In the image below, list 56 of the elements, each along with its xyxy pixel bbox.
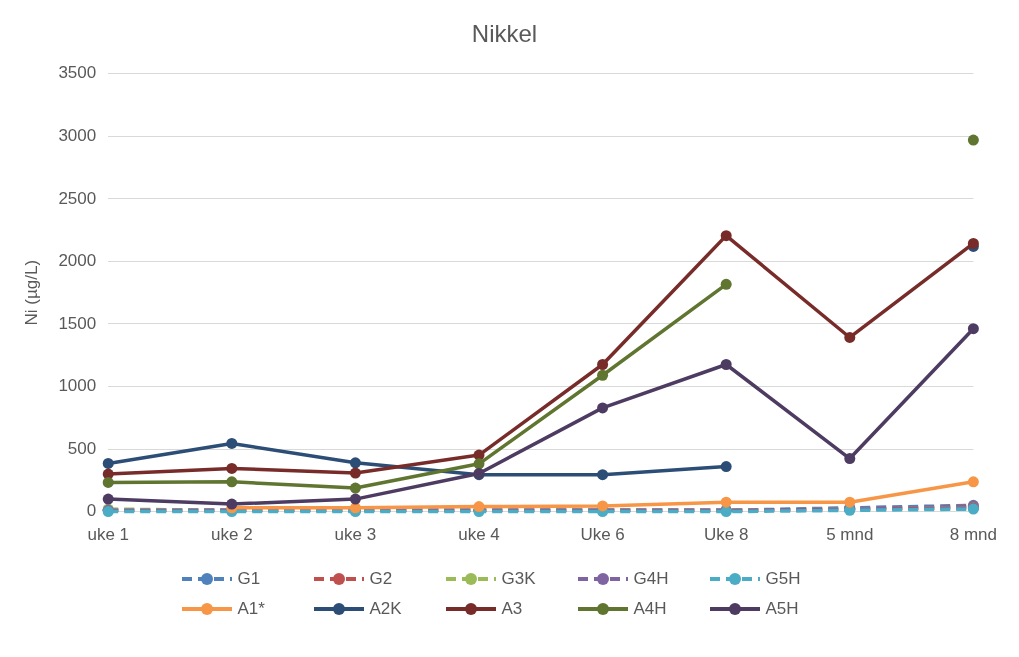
point [102, 493, 114, 505]
x-tick-label: uke 1 [87, 525, 130, 545]
point [844, 496, 856, 508]
point [226, 437, 238, 449]
legend-label: A5H [765, 599, 799, 619]
point [720, 461, 732, 473]
point [473, 458, 485, 470]
legend-label: A3 [501, 599, 523, 619]
y-tick-label: 0 [86, 501, 97, 521]
point [349, 457, 361, 469]
legend-label: G4H [633, 569, 669, 589]
point [720, 230, 732, 242]
point [102, 476, 114, 488]
point [967, 134, 979, 146]
x-tick-label: uke 4 [458, 525, 500, 545]
point [226, 498, 238, 510]
y-tick-label: 2000 [58, 251, 97, 271]
legend-label: A1* [237, 599, 265, 619]
legend-label: G5H [765, 569, 801, 589]
x-tick-label: uke 2 [211, 525, 253, 545]
point [967, 323, 979, 335]
y-tick-label: 3000 [58, 126, 97, 146]
legend-label: A2K [369, 599, 402, 619]
chart-title: Nikkel [471, 20, 538, 48]
legend-label: G2 [369, 569, 393, 589]
point [597, 402, 609, 414]
point [226, 462, 238, 474]
point [844, 453, 856, 465]
x-tick-label: Uke 6 [580, 525, 625, 545]
y-axis-title: Ni (µg/L) [21, 259, 41, 326]
legend-label: A4H [633, 599, 667, 619]
point [720, 496, 732, 508]
y-tick-label: 1500 [58, 313, 97, 333]
point [597, 359, 609, 370]
y-tick-label: 2500 [58, 188, 97, 208]
y-tick-label: 500 [67, 438, 97, 458]
legend-label: G1 [237, 569, 261, 589]
point [102, 457, 114, 469]
y-tick-label: 1000 [58, 376, 97, 396]
x-tick-label: Uke 8 [703, 525, 749, 545]
point [844, 331, 856, 343]
x-tick-label: 5 mnd [826, 525, 874, 545]
point [720, 278, 732, 290]
point [967, 476, 979, 488]
x-tick-label: 8 mnd [949, 525, 997, 545]
point [226, 476, 238, 488]
point [597, 469, 609, 481]
y-tick-label: 3500 [58, 63, 97, 83]
point [349, 467, 361, 479]
legend-label: G3K [501, 569, 536, 589]
point [597, 369, 609, 381]
point [720, 359, 732, 370]
x-tick-label: uke 3 [334, 525, 377, 545]
point [349, 493, 361, 505]
point [597, 500, 609, 512]
point [349, 482, 361, 494]
